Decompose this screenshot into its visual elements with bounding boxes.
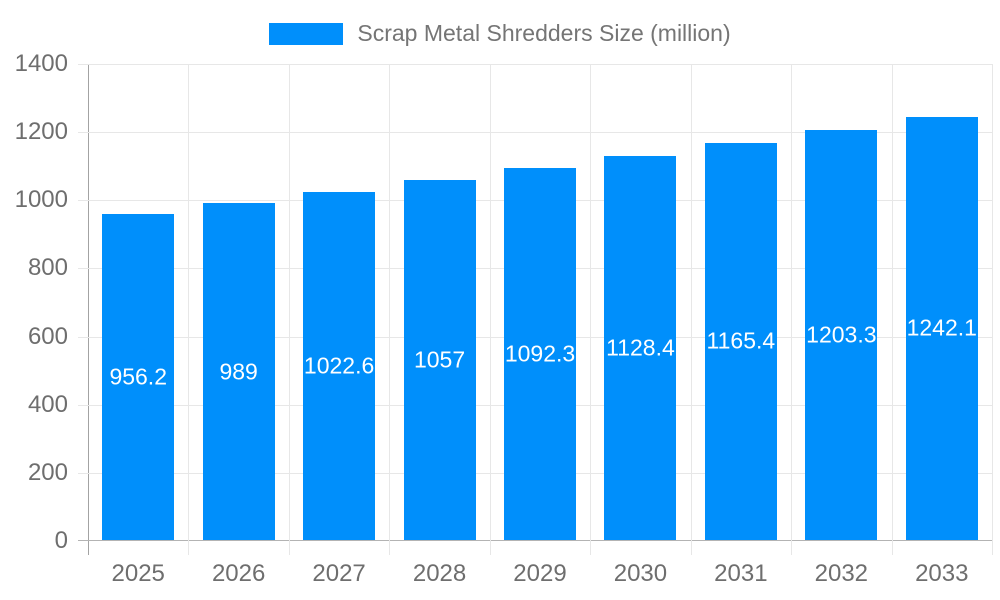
x-tick-label-2027: 2027	[312, 560, 366, 587]
x-tick-label-2028: 2028	[412, 560, 467, 587]
bar-2031[interactable]: 1165.4	[704, 142, 777, 540]
y-tick-label-1400: 1400	[14, 50, 68, 77]
bar-value-label: 1057	[413, 346, 466, 373]
legend-swatch	[269, 22, 344, 45]
gridline-x-1	[188, 64, 190, 555]
x-tick-label-2030: 2030	[613, 560, 668, 587]
legend-label: Scrap Metal Shredders Size (million)	[357, 20, 731, 46]
bar-2025[interactable]: 956.2	[102, 214, 175, 540]
bar-2029[interactable]: 1092.3	[504, 167, 576, 540]
bar-value-label: 956.2	[109, 363, 167, 390]
y-tick-label-800: 800	[27, 254, 68, 282]
legend-item[interactable]: Scrap Metal Shredders Size (million)	[0, 20, 1000, 47]
x-tick-label-2026: 2026	[211, 560, 266, 587]
gridline-x-7	[791, 64, 793, 555]
bar-2030[interactable]: 1128.4	[604, 155, 677, 540]
gridline-x-8	[891, 64, 893, 555]
plot-area: 956.2 989 1022.6 1057 1092.3 1128.4 1165.4 1203…	[78, 64, 993, 555]
bar-value-label: 1242.1	[906, 314, 977, 341]
bar-2027[interactable]: 1022.6	[303, 191, 376, 540]
gridline-x-9	[992, 64, 993, 555]
x-tick-label-2031: 2031	[714, 560, 768, 587]
bar-value-label: 1128.4	[606, 334, 675, 361]
x-tick-label-2029: 2029	[513, 560, 567, 587]
bar-value-label: 1203.3	[806, 321, 877, 348]
x-axis-line	[78, 540, 992, 541]
bar-2033[interactable]: 1242.1	[905, 116, 978, 540]
bar-value-label: 1165.4	[706, 327, 776, 354]
bar-value-label: 1022.6	[303, 352, 375, 379]
y-tick-label-600: 600	[27, 322, 68, 350]
gridline-y-1200	[78, 132, 992, 134]
gridline-x-5	[590, 64, 592, 555]
bar-2026[interactable]: 989	[202, 203, 275, 540]
y-tick-label-200: 200	[27, 458, 68, 486]
bar-value-label: 989	[219, 358, 258, 385]
x-tick-label-2025: 2025	[111, 560, 165, 587]
y-tick-label-1000: 1000	[14, 186, 68, 214]
gridline-x-3	[389, 64, 391, 555]
bar-2028[interactable]: 1057	[403, 179, 476, 540]
y-tick-label-1200: 1200	[14, 118, 68, 146]
y-tick-label-0: 0	[54, 527, 68, 554]
y-axis-line	[88, 64, 89, 555]
y-tick-label-400: 400	[27, 390, 68, 418]
gridline-x-4	[489, 64, 491, 555]
gridline-y-1400	[78, 64, 992, 65]
x-tick-label-2032: 2032	[814, 560, 869, 587]
bar-2032[interactable]: 1203.3	[805, 130, 878, 540]
bar-value-label: 1092.3	[504, 340, 576, 367]
gridline-x-2	[288, 64, 290, 555]
x-tick-label-2033: 2033	[915, 560, 969, 587]
gridline-x-6	[690, 64, 692, 555]
